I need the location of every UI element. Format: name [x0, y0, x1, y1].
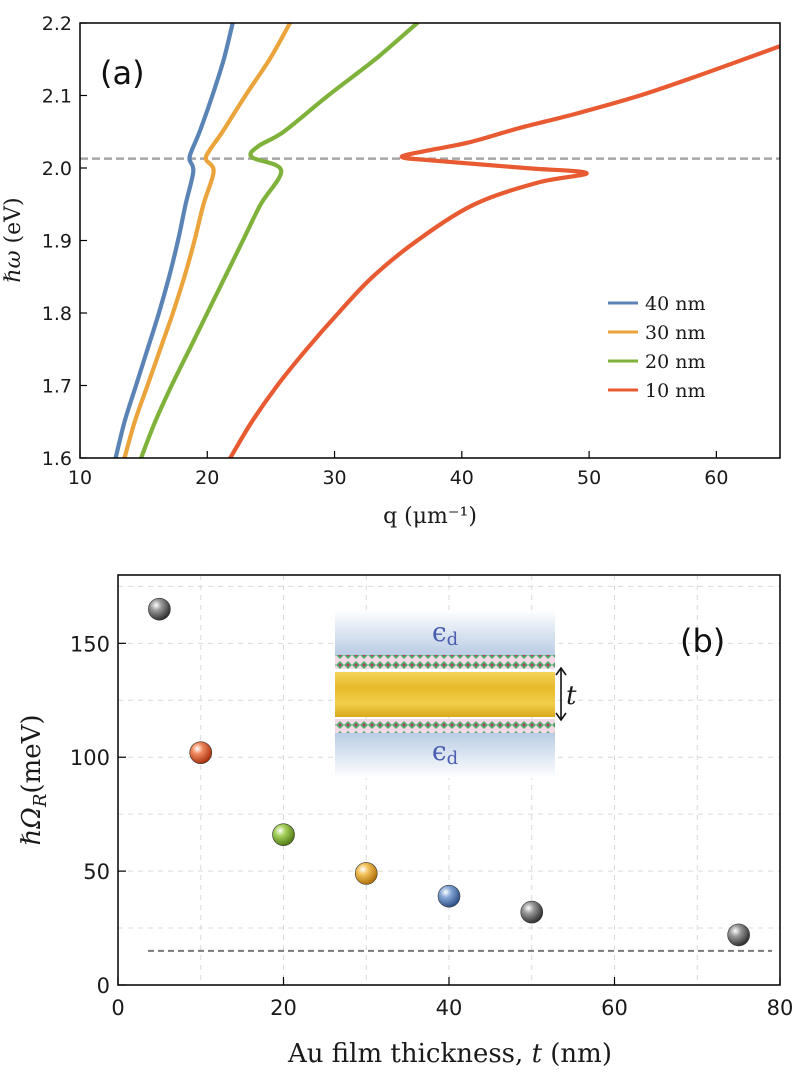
panel-b-x-axis-label: Au film thickness, t (nm) [287, 1039, 612, 1069]
panel-b-points [148, 597, 750, 947]
panel-a: 10 20 30 40 50 60 1.6 1.7 1.8 1.9 2.0 2.1 2.2 (a) 40… [1, 13, 781, 529]
panel-a-x-tick-label: 60 [704, 467, 728, 489]
panel-b-y-axis-label-main: ℏΩ [17, 807, 47, 845]
panel-a-x-tick-label: 20 [195, 467, 219, 489]
panel-a-y-tick-label: 2.0 [42, 158, 72, 180]
panel-b-y-tick-label: 150 [70, 632, 110, 656]
legend-label-10nm: 10 nm [645, 380, 705, 402]
panel-b-y-tick-label: 100 [70, 746, 110, 770]
panel-b-y-tick-label: 50 [83, 860, 110, 884]
panel-a-y-tick-label: 2.2 [42, 13, 72, 35]
data-point-t30 [354, 862, 378, 885]
panel-a-y-tick-label: 1.8 [42, 303, 72, 325]
data-point-t5 [148, 597, 171, 621]
panel-a-legend: 40 nm 30 nm 20 nm 10 nm [608, 293, 705, 402]
panel-b-y-axis-label: ℏΩR(meV) [17, 715, 51, 846]
curve-30nm [122, 23, 293, 458]
data-point-t10 [189, 741, 213, 764]
panel-b-label: (b) [680, 622, 725, 660]
inset-schematic: ϵd ϵd t [335, 610, 577, 778]
panel-b-frame [117, 574, 781, 986]
panel-a-x-tick-label: 10 [68, 467, 92, 489]
legend-label-40nm: 40 nm [645, 293, 705, 315]
legend-label-30nm: 30 nm [645, 322, 705, 344]
panel-b-x-axis-label-unit: (nm) [550, 1039, 612, 1069]
panel-a-ticks: 10 20 30 40 50 60 1.6 1.7 1.8 1.9 2.0 2.1 2.2 [42, 13, 729, 489]
inset-label-bottom-main: ϵ [432, 737, 447, 767]
panel-a-x-tick-label: 50 [577, 467, 601, 489]
data-point-t75 [727, 923, 750, 947]
inset-arrow-head-down [555, 712, 567, 722]
panel-a-frame [79, 22, 781, 459]
panel-b-x-axis-label-var: t [532, 1039, 543, 1069]
data-point-t20 [272, 823, 295, 846]
panel-a-y-axis-label: ℏω (eV) [1, 197, 26, 282]
panel-a-y-tick-label: 1.6 [42, 448, 72, 470]
panel-b-x-axis-label-main: Au film thickness, [287, 1039, 523, 1069]
panel-b-x-tick-label: 80 [767, 996, 794, 1020]
panel-b-y-axis-label-sub: R [30, 794, 51, 809]
curve-20nm [139, 23, 420, 458]
inset-gold-film [335, 672, 555, 717]
data-point-t40 [437, 884, 461, 908]
panel-b-x-tick-label: 20 [270, 996, 297, 1020]
legend-label-20nm: 20 nm [645, 351, 705, 373]
inset-label-top-main: ϵ [432, 618, 447, 648]
inset-thickness-label: t [566, 681, 577, 711]
panel-b-x-tick-label: 0 [111, 996, 124, 1020]
panel-a-y-tick-label: 2.1 [42, 86, 72, 108]
inset-dielectric-bottom [335, 733, 555, 778]
inset-dielectric-top [335, 610, 555, 655]
inset-arrow-head-up [555, 666, 567, 676]
panel-a-y-axis-label-main: ℏω [1, 250, 26, 282]
curve-10nm [228, 44, 780, 458]
panel-a-x-axis-label: q (μm⁻¹) [383, 504, 477, 529]
panel-a-y-tick-label: 1.7 [42, 376, 72, 398]
inset-label-top-sub: d [447, 629, 459, 650]
data-point-t50 [520, 900, 544, 924]
panel-a-y-axis-label-unit: (eV) [1, 197, 26, 243]
panel-a-y-tick-label: 1.9 [42, 231, 72, 253]
inset-label-bottom: ϵd [432, 737, 458, 769]
panel-a-x-tick-label: 30 [322, 467, 346, 489]
panel-b-y-axis-label-unit: (meV) [17, 715, 47, 794]
panel-a-label: (a) [100, 54, 145, 92]
panel-a-x-tick-label: 40 [450, 467, 474, 489]
panel-b-x-tick-label: 40 [436, 996, 463, 1020]
panel-a-x-axis-label-unit: (μm⁻¹) [404, 504, 477, 529]
panel-b-y-tick-label: 0 [97, 974, 110, 998]
inset-label-bottom-sub: d [447, 748, 459, 769]
inset-molecule-layer-bottom [335, 719, 555, 733]
panel-a-x-axis-label-main: q [383, 504, 397, 529]
panel-b-x-tick-label: 60 [601, 996, 628, 1020]
curve-40nm [113, 23, 235, 458]
inset-label-top: ϵd [432, 618, 458, 650]
panel-a-curves [113, 23, 780, 458]
inset-molecule-layer-top [335, 655, 555, 669]
